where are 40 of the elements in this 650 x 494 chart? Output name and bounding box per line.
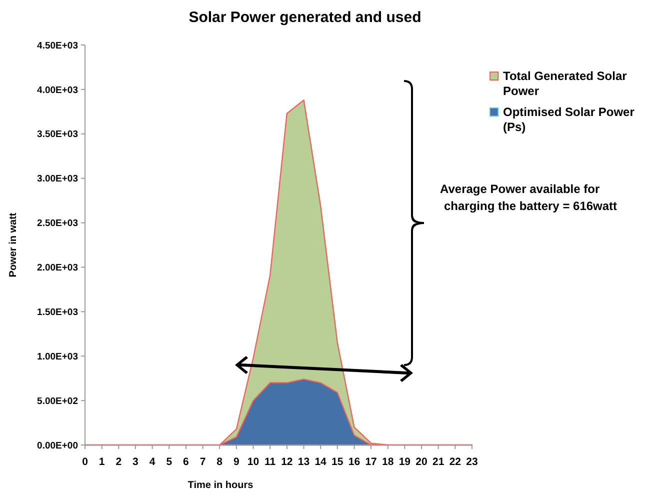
x-tick-label: 17 <box>365 456 378 468</box>
y-tick-label: 4.00E+03 <box>37 84 78 96</box>
x-tick-label: 19 <box>398 456 411 468</box>
x-tick-label: 0 <box>82 456 88 468</box>
x-tick-label: 15 <box>332 456 344 468</box>
y-axis-title: Power in watt <box>8 212 19 278</box>
x-axis-title: Time in hours <box>188 480 254 491</box>
x-tick-label: 20 <box>416 456 428 468</box>
x-tick-label: 7 <box>200 456 206 468</box>
x-tick-label: 1 <box>98 456 105 468</box>
y-tick-label: 0.00E+00 <box>37 440 78 452</box>
y-tick-label: 3.50E+03 <box>37 129 78 140</box>
x-tick-label: 23 <box>466 456 478 468</box>
x-tick-label: 9 <box>234 456 240 468</box>
x-tick-label: 11 <box>264 456 276 468</box>
x-tick-label: 8 <box>216 456 223 468</box>
x-tick-label: 22 <box>449 456 462 468</box>
y-tick-label: 2.50E+03 <box>37 218 78 230</box>
x-tick-label: 16 <box>348 456 360 468</box>
x-tick-label: 4 <box>149 456 156 468</box>
x-tick-label: 3 <box>132 456 139 468</box>
y-tick-label: 4.50E+03 <box>37 40 78 52</box>
x-tick-label: 21 <box>432 456 444 468</box>
x-tick-label: 5 <box>166 456 172 468</box>
chart-title: Solar Power generated and used <box>188 9 422 26</box>
x-tick-label: 18 <box>382 456 394 468</box>
x-tick-label: 14 <box>314 456 327 468</box>
y-tick-label: 2.00E+03 <box>37 262 78 274</box>
legend-label: Total Generated Solar Power <box>503 69 628 98</box>
y-tick-label: 1.00E+03 <box>37 351 78 362</box>
x-tick-label: 10 <box>247 456 260 468</box>
annotation: Average Power available for charging the battery = 616watt <box>440 182 618 213</box>
y-tick-label: 5.00E+02 <box>37 396 78 407</box>
x-tick-label: 13 <box>298 456 310 468</box>
x-tick-label: 2 <box>116 456 122 468</box>
x-tick-label: 12 <box>281 456 293 468</box>
x-tick-label: 6 <box>183 456 190 468</box>
y-tick-label: 1.50E+03 <box>37 306 78 318</box>
y-tick-label: 3.00E+03 <box>37 174 78 185</box>
legend-label: Optimised Solar Power (Ps) <box>503 105 635 134</box>
